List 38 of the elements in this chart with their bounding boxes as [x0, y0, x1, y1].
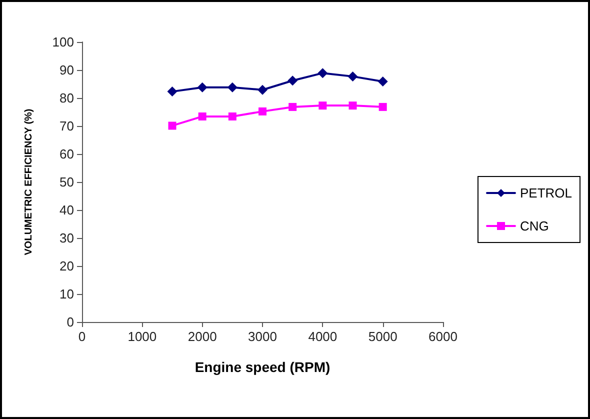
y-tick-label: 50 — [60, 174, 74, 190]
y-tick-label: 0 — [66, 314, 74, 330]
point — [168, 122, 176, 130]
y-axis-title: VOLUMETRIC EFFICIENCY (%) — [24, 108, 34, 256]
x-tick-label: 2000 — [188, 329, 217, 344]
point — [258, 107, 266, 116]
y-tick-label: 80 — [60, 90, 74, 106]
y-tick-label: 20 — [60, 258, 74, 274]
point — [198, 112, 206, 120]
x-tick-label: 5000 — [368, 329, 398, 344]
x-tick-label: 1000 — [128, 329, 157, 344]
point — [227, 82, 238, 92]
point — [348, 71, 358, 82]
y-tick-label: 40 — [60, 202, 74, 218]
x-tick-label: 4000 — [308, 329, 338, 344]
point — [288, 76, 298, 86]
point — [348, 102, 357, 110]
point — [378, 76, 388, 86]
legend-label: CNG — [520, 218, 549, 234]
y-tick-label: 60 — [60, 146, 74, 162]
legend-label: PETROL — [520, 186, 572, 200]
point — [258, 84, 268, 95]
point — [197, 82, 208, 92]
x-axis-title: Engine speed (RPM) — [194, 359, 330, 375]
point — [167, 86, 178, 97]
y-tick-label: 30 — [60, 230, 74, 246]
y-tick-label: 70 — [60, 118, 74, 134]
point — [318, 68, 328, 78]
y-tick-label: 10 — [60, 286, 74, 302]
point — [378, 102, 387, 111]
y-tick-label: 90 — [60, 62, 74, 78]
y-tick-label: 100 — [52, 34, 74, 50]
point — [288, 102, 297, 111]
point — [318, 102, 327, 110]
x-tick-label: 0 — [78, 329, 86, 344]
x-tick-label: 6000 — [428, 329, 458, 344]
x-tick-label: 3000 — [248, 329, 277, 344]
point — [228, 112, 236, 120]
